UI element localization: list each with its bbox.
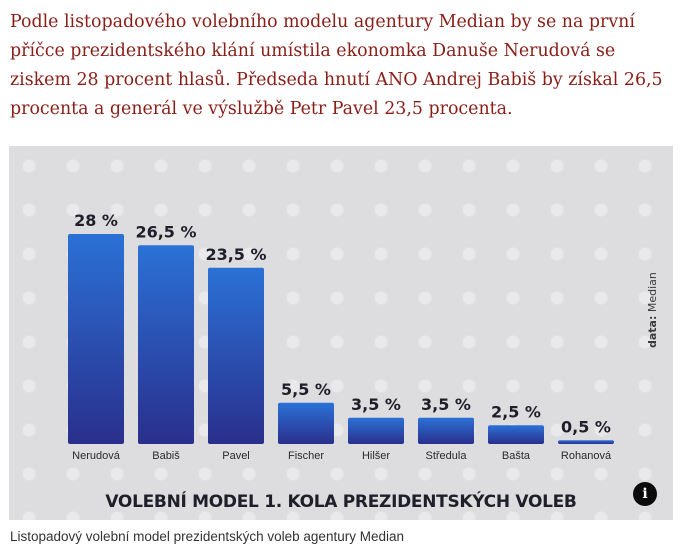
category-label-fischer: Fischer bbox=[288, 450, 324, 462]
bar-fischer bbox=[278, 402, 334, 444]
data-source-label: data: Median bbox=[646, 272, 659, 348]
value-label-hilser: 3,5 % bbox=[351, 395, 401, 414]
category-label-hilser: Hilšer bbox=[362, 450, 390, 462]
value-label-rohanova: 0,5 % bbox=[561, 417, 611, 436]
bar-hilser bbox=[348, 417, 404, 444]
bar-basta bbox=[488, 425, 544, 444]
value-label-fischer: 5,5 % bbox=[281, 380, 331, 399]
category-label-pavel: Pavel bbox=[222, 450, 250, 462]
bar-rohanova bbox=[558, 440, 614, 444]
bar-stredula bbox=[418, 417, 474, 444]
category-label-basta: Bašta bbox=[502, 450, 531, 462]
value-label-stredula: 3,5 % bbox=[421, 395, 471, 414]
category-label-rohanova: Rohanová bbox=[561, 450, 612, 462]
info-icon[interactable]: i bbox=[633, 482, 657, 506]
chart-figure: 28 % Nerudová 26,5 % Babiš 23,5 % Pavel 5,5 % F… bbox=[9, 146, 673, 520]
bar-pavel bbox=[208, 267, 264, 444]
value-label-nerudova: 28 % bbox=[74, 211, 118, 230]
bar-babis bbox=[138, 245, 194, 444]
category-label-babis: Babiš bbox=[152, 450, 180, 462]
figure-caption: Listopadový volební model prezidentských… bbox=[10, 529, 404, 544]
value-label-pavel: 23,5 % bbox=[205, 245, 266, 264]
category-label-stredula: Středula bbox=[426, 450, 468, 462]
bar-nerudova bbox=[68, 234, 124, 444]
article-lead: Podle listopadového volebního modelu age… bbox=[10, 12, 663, 119]
value-label-babis: 26,5 % bbox=[135, 222, 196, 241]
value-label-basta: 2,5 % bbox=[491, 402, 541, 421]
category-label-nerudova: Nerudová bbox=[72, 450, 121, 462]
chart-title: VOLEBNÍ MODEL 1. KOLA PREZIDENTSKÝCH VOL… bbox=[105, 492, 577, 512]
bar-chart: 28 % Nerudová 26,5 % Babiš 23,5 % Pavel 5,5 % F… bbox=[68, 211, 614, 462]
